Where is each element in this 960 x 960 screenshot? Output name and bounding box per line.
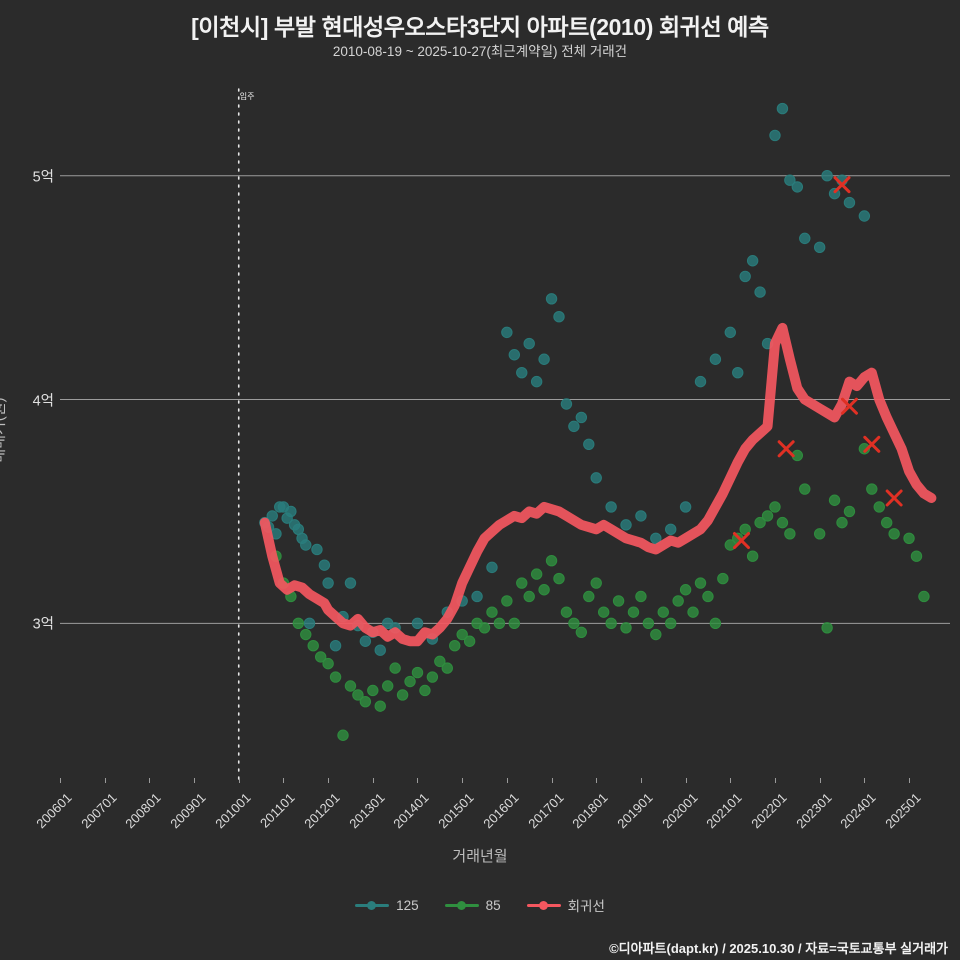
x-tick-label: 201101 xyxy=(257,790,299,831)
x-tick-label: 201701 xyxy=(524,790,567,832)
y-axis-label: 매매가(원) xyxy=(0,397,8,463)
x-tick-mark xyxy=(640,778,642,783)
x-tick-mark xyxy=(149,778,151,783)
chart-legend: 125 85 회귀선 xyxy=(0,895,960,915)
chart-title: [이천시] 부발 현대성우오스타3단지 아파트(2010) 회귀선 예측 xyxy=(191,14,769,40)
x-tick-mark xyxy=(551,778,553,783)
x-tick-label: 202001 xyxy=(658,790,701,832)
legend-item-125[interactable]: 125 xyxy=(355,898,419,913)
legend-marker-icon xyxy=(526,899,561,911)
x-axis-ticks: 200601 200701 200801 200901 201001 201101 2012… xyxy=(33,778,950,852)
plot-area: 입주 xyxy=(60,75,950,780)
x-tick-label: 202201 xyxy=(748,790,790,832)
footer-credit: ©디아파트(dapt.kr) / 2025.10.30 / 자료=국토교통부 실… xyxy=(609,941,948,956)
outlier-markers xyxy=(732,176,903,550)
y-tick-label: 5억 xyxy=(32,169,54,186)
x-tick-label: 201001 xyxy=(212,790,254,832)
x-tick-label: 202501 xyxy=(882,790,924,832)
legend-item-회귀선[interactable]: 회귀선 xyxy=(526,895,605,915)
x-tick-mark xyxy=(194,778,196,783)
x-tick-mark xyxy=(283,778,285,783)
chart-subtitle: 2010-08-19 ~ 2025-10-27(최근계약일) 전체 거래건 xyxy=(332,44,628,59)
x-tick-label: 200801 xyxy=(122,790,164,832)
y-tick-label: 4억 xyxy=(32,393,54,410)
x-tick-mark xyxy=(462,778,464,783)
x-tick-mark xyxy=(417,778,419,783)
x-tick-mark xyxy=(819,778,821,783)
x-tick-label: 201301 xyxy=(346,790,388,832)
x-axis-label: 거래년월 xyxy=(452,848,508,865)
chart-canvas xyxy=(60,88,950,780)
scatter-series-125 xyxy=(259,102,871,656)
scatter-series-85 xyxy=(270,443,930,741)
legend-label: 85 xyxy=(485,897,501,913)
x-tick-label: 201501 xyxy=(435,790,477,832)
x-tick-mark xyxy=(372,778,374,783)
move-in-annotation-label: 입주 xyxy=(239,92,255,101)
x-tick-mark xyxy=(328,778,330,783)
x-tick-label: 202301 xyxy=(792,790,835,832)
x-tick-mark xyxy=(864,778,866,783)
x-tick-mark xyxy=(104,778,106,783)
x-tick-mark xyxy=(596,778,598,783)
x-tick-label: 201401 xyxy=(390,790,433,832)
regression-line xyxy=(259,322,937,647)
legend-marker-icon xyxy=(355,899,390,911)
legend-label: 125 xyxy=(396,897,419,913)
x-tick-mark xyxy=(506,778,508,783)
x-tick-label: 201201 xyxy=(301,790,343,832)
y-tick-label: 3억 xyxy=(32,616,54,633)
x-tick-mark xyxy=(730,778,732,783)
x-tick-mark xyxy=(60,778,61,783)
x-tick-mark xyxy=(685,778,687,783)
x-tick-label: 200701 xyxy=(77,790,120,832)
legend-label: 회귀선 xyxy=(567,899,605,914)
x-tick-label: 202401 xyxy=(837,790,879,832)
x-tick-label: 201801 xyxy=(569,790,611,832)
y-axis: 매매가(원) 3억 4억 5억 xyxy=(0,75,54,780)
x-tick-mark xyxy=(774,778,776,783)
x-tick-label: 200901 xyxy=(167,790,209,832)
x-tick-mark xyxy=(909,778,911,783)
x-tick-mark xyxy=(238,778,240,783)
legend-item-85[interactable]: 85 xyxy=(444,897,501,913)
x-tick-label: 201601 xyxy=(480,790,522,832)
legend-marker-icon xyxy=(444,899,479,911)
x-tick-label: 201901 xyxy=(614,790,656,832)
x-tick-label: 200601 xyxy=(33,790,75,832)
x-tick-label: 202101 xyxy=(703,790,745,832)
